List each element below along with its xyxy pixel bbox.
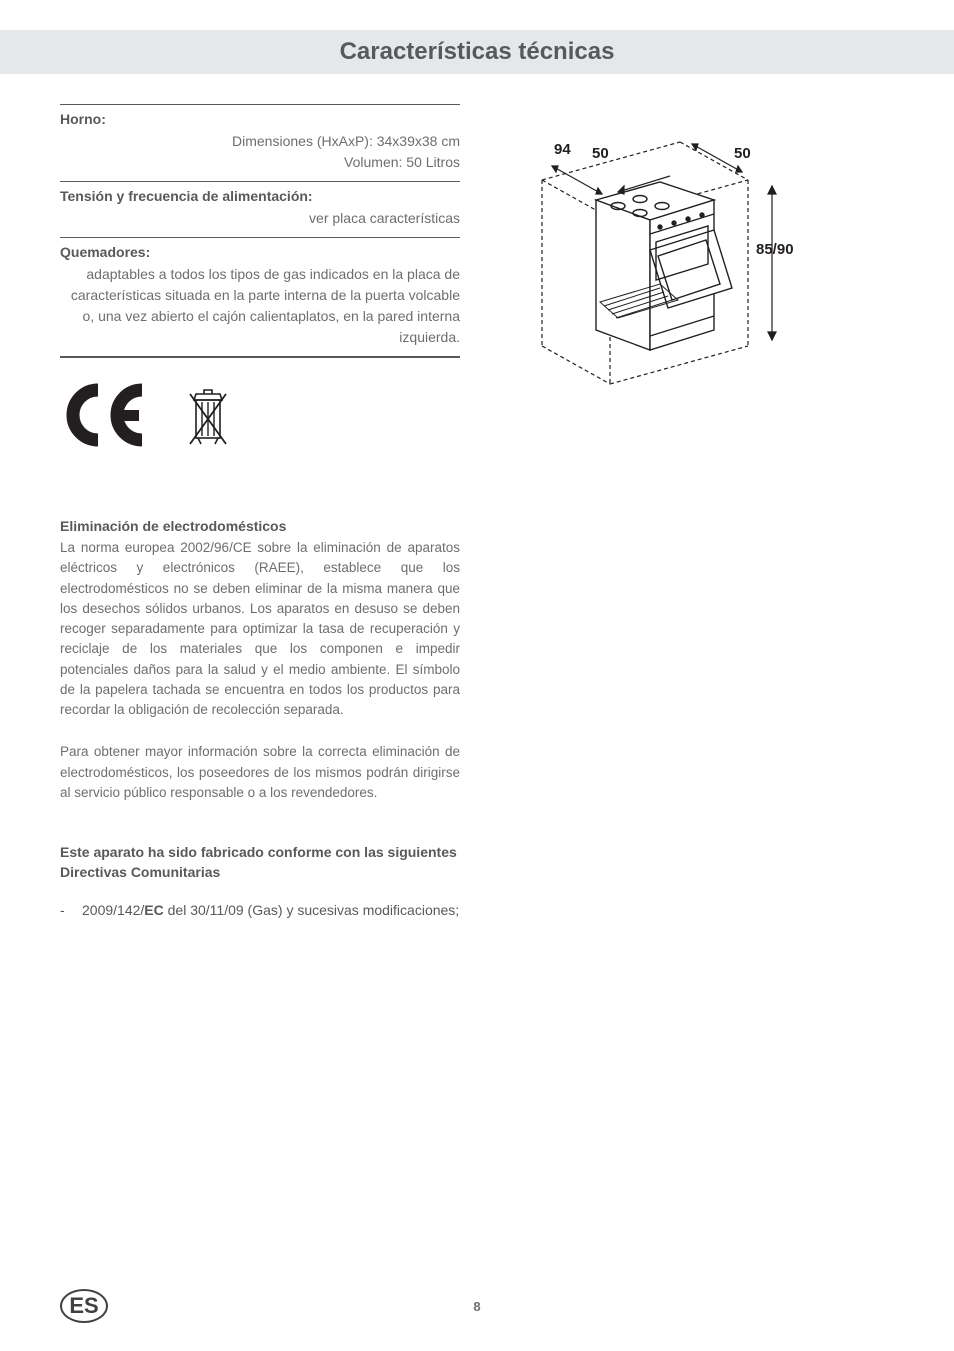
elim-heading: Eliminación de electrodomésticos: [60, 518, 460, 534]
dim-width-right: 50: [734, 145, 751, 162]
page-number: 8: [473, 1299, 480, 1314]
right-column: 94 50 50 85/90: [500, 104, 894, 921]
dim-height: 85/90: [756, 241, 794, 258]
spec-quemadores-value: adaptables a todos los tipos de gas indi…: [60, 264, 460, 348]
directiva-post: del 30/11/09 (Gas) y sucesivas modificac…: [164, 902, 459, 918]
appliance-diagram: 94 50 50 85/90: [500, 114, 820, 404]
elim-p1: La norma europea 2002/96/CE sobre la eli…: [60, 538, 460, 720]
spec-horno: Horno: Dimensiones (HxAxP): 34x39x38 cm …: [60, 104, 460, 181]
spec-horno-vol: Volumen: 50 Litros: [60, 152, 460, 173]
directivas-heading: Este aparato ha sido fabricado conforme …: [60, 843, 460, 882]
page: Características técnicas Horno: Dimensio…: [0, 0, 954, 1351]
elimination-section: Eliminación de electrodomésticos La norm…: [60, 518, 460, 803]
spec-quemadores: Quemadores: adaptables a todos los tipos…: [60, 237, 460, 357]
content-columns: Horno: Dimensiones (HxAxP): 34x39x38 cm …: [60, 104, 894, 921]
ce-mark-icon: [60, 380, 160, 462]
spec-tension-value: ver placa características: [60, 208, 460, 229]
spec-horno-label: Horno:: [60, 111, 460, 127]
spec-quemadores-label: Quemadores:: [60, 244, 460, 260]
page-footer: ES 8: [60, 1289, 894, 1323]
weee-bin-icon: [184, 388, 232, 455]
dim-width-top: 50: [592, 145, 609, 162]
dim-depth: 94: [554, 141, 571, 158]
directivas-section: Este aparato ha sido fabricado conforme …: [60, 843, 460, 921]
directiva-item: -2009/142/EC del 30/11/09 (Gas) y sucesi…: [60, 900, 460, 921]
ce-svg: [60, 380, 160, 450]
spec-horno-dim: Dimensiones (HxAxP): 34x39x38 cm: [60, 131, 460, 152]
elim-p2: Para obtener mayor información sobre la …: [60, 742, 460, 803]
directiva-bold: EC: [144, 902, 163, 918]
language-badge: ES: [60, 1289, 108, 1323]
bullet-dash: -: [60, 900, 82, 921]
title-bar: Características técnicas: [0, 30, 954, 74]
conformity-marks: [60, 380, 460, 462]
spec-tension: Tensión y frecuencia de alimentación: ve…: [60, 181, 460, 237]
spec-tension-label: Tensión y frecuencia de alimentación:: [60, 188, 460, 204]
directiva-pre: 2009/142/: [82, 902, 144, 918]
left-column: Horno: Dimensiones (HxAxP): 34x39x38 cm …: [60, 104, 460, 921]
specs-wrap: Horno: Dimensiones (HxAxP): 34x39x38 cm …: [60, 104, 460, 358]
page-title: Características técnicas: [340, 38, 615, 66]
